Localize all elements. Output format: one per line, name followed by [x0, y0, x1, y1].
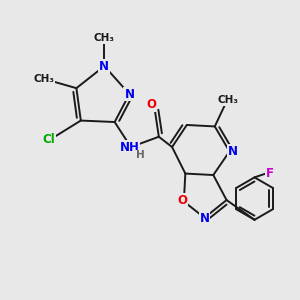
Text: CH₃: CH₃	[218, 95, 239, 105]
Text: NH: NH	[119, 141, 139, 154]
Text: F: F	[266, 167, 274, 180]
Text: N: N	[124, 88, 134, 100]
Text: O: O	[146, 98, 156, 111]
Text: N: N	[200, 212, 209, 225]
Text: H: H	[136, 150, 145, 160]
Text: Cl: Cl	[42, 133, 55, 146]
Text: O: O	[177, 194, 188, 207]
Text: N: N	[228, 145, 238, 158]
Text: N: N	[99, 60, 110, 73]
Text: CH₃: CH₃	[94, 33, 115, 43]
Text: CH₃: CH₃	[34, 74, 55, 84]
